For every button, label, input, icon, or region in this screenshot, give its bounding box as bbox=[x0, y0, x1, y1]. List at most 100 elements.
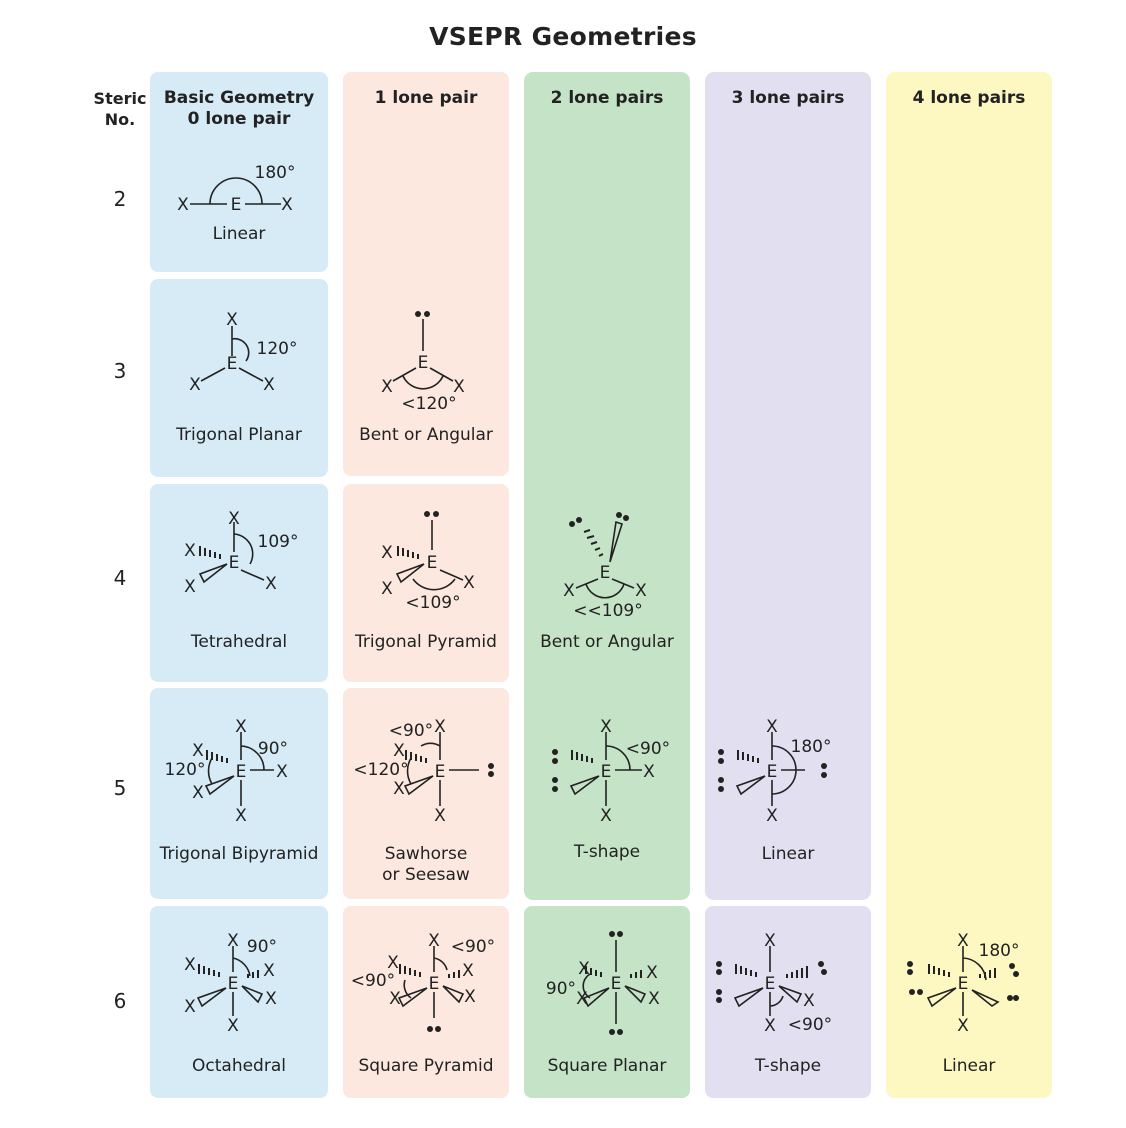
ligand-x: X bbox=[265, 989, 277, 1009]
column-3-lone-pairs bbox=[705, 72, 871, 900]
central-atom-e: E bbox=[611, 974, 622, 994]
bond-angle: <120° bbox=[353, 760, 408, 780]
ligand-x: X bbox=[184, 577, 196, 597]
cell-linear-3-lone-pairs: X E X 180° Linear bbox=[705, 688, 871, 899]
ligand-x: X bbox=[227, 931, 239, 951]
ligand-x: X bbox=[764, 931, 776, 951]
ligand-x: X bbox=[766, 717, 778, 737]
geometry-name: Trigonal Bipyramid bbox=[159, 844, 319, 864]
ligand-x: X bbox=[228, 509, 240, 529]
cell-trigonal-pyramid: E X X X <109° Trigonal Pyramid bbox=[343, 484, 509, 682]
bent-2-lone-pairs-diagram: E X X <<109° bbox=[563, 512, 647, 621]
cell-sawhorse: X E X X X <90° <120° Sawhorse or Seesaw bbox=[343, 688, 509, 899]
column-2-lone-pairs bbox=[524, 72, 690, 900]
ligand-x: X bbox=[646, 963, 658, 983]
ligand-x: X bbox=[381, 579, 393, 599]
bond-angle: <<109° bbox=[573, 601, 642, 621]
geometry-name: Trigonal Pyramid bbox=[355, 632, 497, 652]
steric-number-3: 3 bbox=[113, 359, 127, 383]
ligand-x: X bbox=[235, 806, 247, 826]
ligand-x: X bbox=[226, 310, 238, 330]
geometry-name-line-1: Sawhorse bbox=[384, 844, 468, 864]
ligand-x: X bbox=[957, 931, 969, 951]
geometry-name: Bent or Angular bbox=[359, 425, 493, 445]
trigonal-bipyramid-diagram: X E X X X X 90° 120° bbox=[165, 717, 289, 826]
trigonal-pyramid-diagram: E X X X <109° bbox=[381, 511, 475, 613]
trigonal-planar-diagram: X E X X 120° bbox=[189, 310, 298, 395]
geometry-name: T-shape bbox=[573, 842, 641, 862]
geometry-name: Octahedral bbox=[192, 1056, 286, 1076]
ligand-x: X bbox=[563, 581, 575, 601]
ligand-x: X bbox=[381, 377, 393, 397]
ligand-x: X bbox=[434, 717, 446, 737]
ligand-x: X bbox=[462, 961, 474, 981]
central-atom-e: E bbox=[435, 762, 446, 782]
ligand-x: X bbox=[235, 717, 247, 737]
central-atom-e: E bbox=[228, 974, 239, 994]
linear-3-lone-pairs-diagram: X E X 180° bbox=[718, 717, 832, 826]
bond-angle: 90° bbox=[258, 739, 288, 759]
ligand-x: X bbox=[184, 997, 196, 1017]
cell-square-pyramid: X E X X X X <90° <90° Square Pyramid bbox=[343, 906, 509, 1098]
cell-square-planar: E X X X X 90° Square Planar bbox=[524, 906, 690, 1098]
bond-angle: 120° bbox=[257, 339, 298, 359]
cell-trigonal-bipyramid: X E X X X X 90° 120° Trigonal Bipyramid bbox=[150, 688, 328, 899]
t-shape-diagram: X E X X <90° bbox=[552, 717, 670, 826]
central-atom-e: E bbox=[767, 762, 778, 782]
ligand-x: X bbox=[393, 779, 405, 799]
ligand-x: X bbox=[600, 806, 612, 826]
geometry-name: Linear bbox=[761, 844, 815, 864]
page-title: VSEPR Geometries bbox=[429, 22, 697, 51]
column-header-basic-line-1: Basic Geometry bbox=[163, 88, 315, 108]
cell-trigonal-planar: X E X X 120° Trigonal Planar bbox=[150, 279, 328, 477]
cell-t-shape-2-lone-pairs: X E X X <90° T-shape bbox=[524, 688, 690, 899]
column-header-basic-line-2: 0 lone pair bbox=[187, 109, 291, 129]
ligand-x: X bbox=[643, 762, 655, 782]
ligand-x: X bbox=[189, 375, 201, 395]
bond-angle: 180° bbox=[255, 163, 296, 183]
cell-octahedral: X E X X X X X 90° Octahedral bbox=[150, 906, 328, 1098]
bond-angle: 180° bbox=[979, 941, 1020, 961]
bond-angle: 180° bbox=[791, 737, 832, 757]
ligand-x: X bbox=[648, 989, 660, 1009]
ligand-x: X bbox=[192, 783, 204, 803]
column-header-4-lone-pairs: 4 lone pairs bbox=[912, 88, 1026, 108]
column-4-lone-pairs bbox=[886, 72, 1052, 1098]
ligand-x: X bbox=[265, 574, 277, 594]
cell-t-shape-3-lone-pairs: X E X X <90° T-shape bbox=[705, 906, 871, 1098]
steric-number-5: 5 bbox=[113, 776, 127, 800]
ligand-x: X bbox=[381, 543, 393, 563]
ligand-x: X bbox=[635, 581, 647, 601]
ligand-x: X bbox=[184, 955, 196, 975]
bond-angle: <90° bbox=[451, 937, 495, 957]
geometry-name: Square Pyramid bbox=[358, 1056, 494, 1076]
ligand-x: X bbox=[276, 762, 288, 782]
geometry-name: Bent or Angular bbox=[540, 632, 674, 652]
sawhorse-diagram: X E X X X <90° <120° bbox=[353, 717, 494, 826]
ligand-x: X bbox=[464, 987, 476, 1007]
central-atom-e: E bbox=[418, 353, 429, 373]
bond-angle: <90° bbox=[389, 721, 433, 741]
ligand-x: X bbox=[428, 931, 440, 951]
central-atom-e: E bbox=[229, 553, 240, 573]
ligand-x: X bbox=[263, 375, 275, 395]
central-atom-e: E bbox=[601, 762, 612, 782]
bond-angle: <120° bbox=[401, 394, 456, 414]
steric-header-line-1: Steric bbox=[93, 89, 147, 108]
ligand-x: X bbox=[387, 953, 399, 973]
central-atom-e: E bbox=[765, 974, 776, 994]
ligand-x: X bbox=[177, 195, 189, 215]
ligand-x: X bbox=[227, 1016, 239, 1036]
bond-angle: 120° bbox=[165, 760, 206, 780]
column-header-3-lone-pairs: 3 lone pairs bbox=[731, 88, 845, 108]
octahedral-diagram: X E X X X X X 90° bbox=[184, 931, 277, 1036]
cell-linear-4-lone-pairs: X E X 180° Linear bbox=[886, 906, 1052, 1098]
steric-number-2: 2 bbox=[113, 187, 127, 211]
bond-angle: <109° bbox=[405, 593, 460, 613]
ligand-x: X bbox=[803, 991, 815, 1011]
linear-molecule-diagram: X E X 180° bbox=[177, 163, 296, 215]
bent-diagram: E X X <120° bbox=[381, 311, 465, 414]
column-1-lone-pair: 1 lone pair bbox=[343, 72, 509, 476]
ligand-x: X bbox=[600, 717, 612, 737]
bond-angle: 90° bbox=[247, 937, 277, 957]
